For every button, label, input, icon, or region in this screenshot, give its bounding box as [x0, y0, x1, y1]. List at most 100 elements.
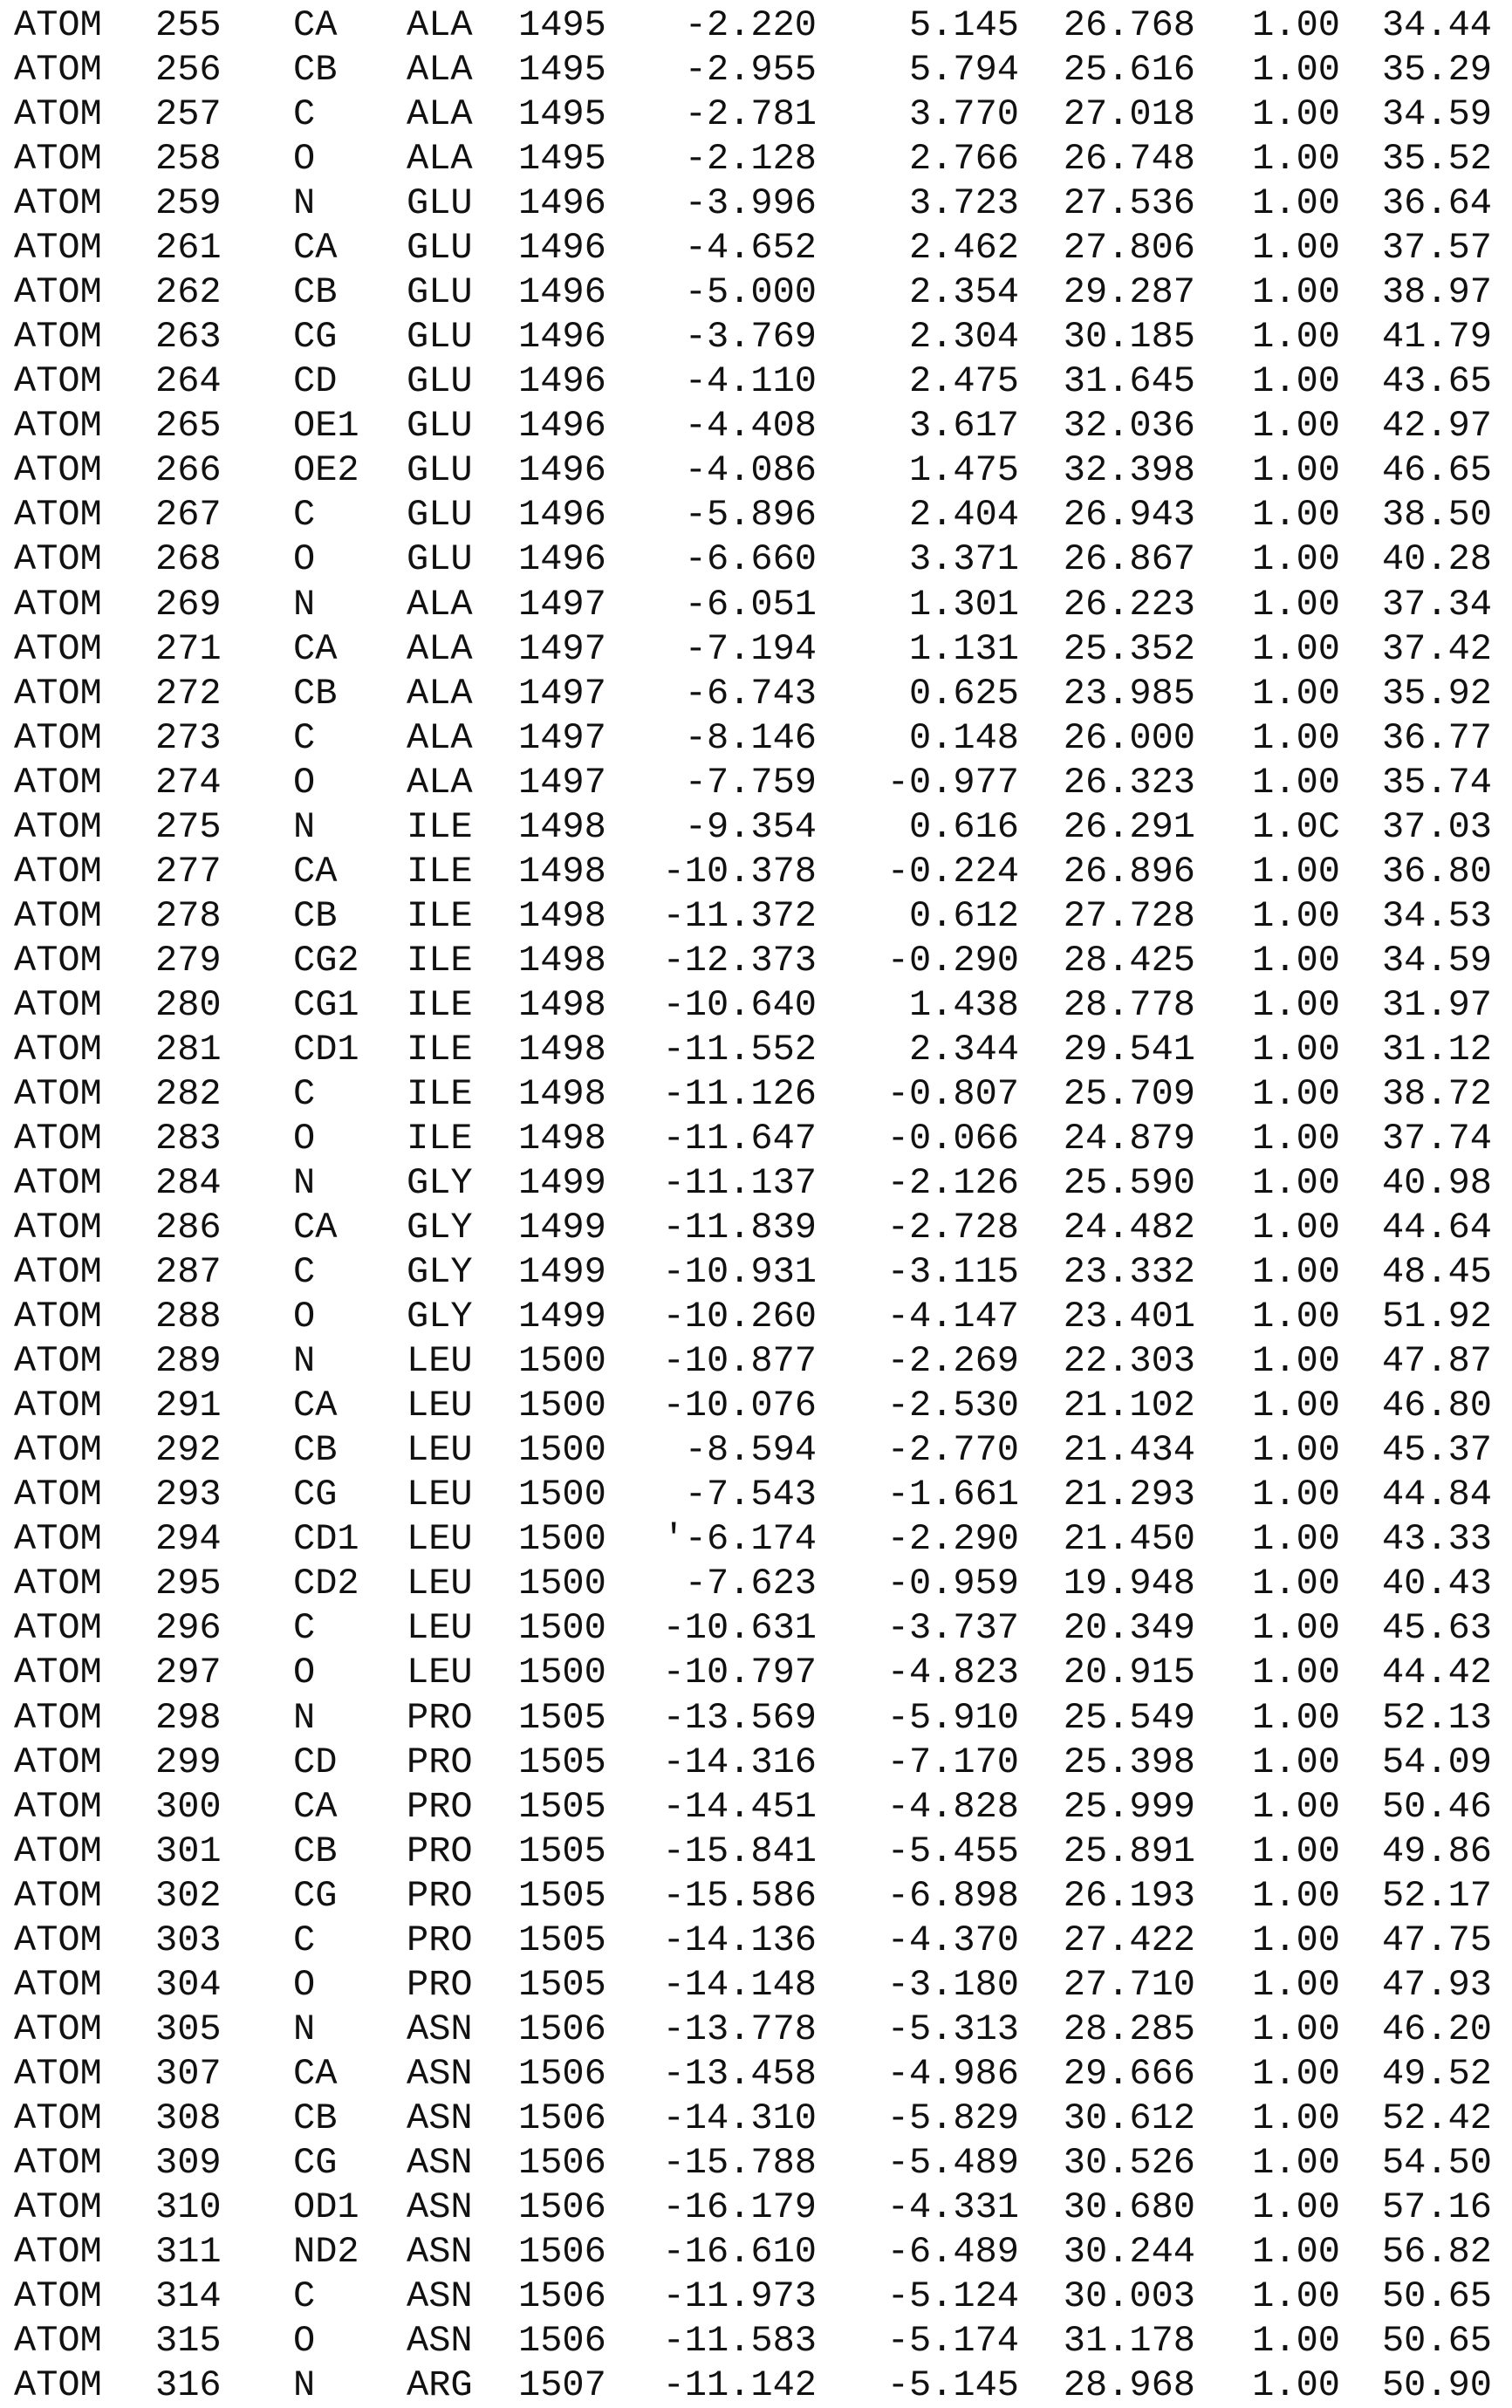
b-factor: 42.97 [1382, 404, 1492, 448]
residue-number: 1496 [518, 226, 606, 270]
residue-number: 1498 [518, 939, 606, 983]
atom-serial: 286 [155, 1206, 222, 1250]
b-factor: 47.93 [1382, 1963, 1492, 2008]
atom-row: ATOM314CASN1506-11.973-5.12430.0031.0050… [0, 2275, 1512, 2319]
y-coordinate: -5.910 [887, 1696, 1019, 1741]
occupancy: 1.00 [1252, 359, 1340, 404]
atom-row: ATOM256CBALA1495-2.9555.79425.6161.0035.… [0, 48, 1512, 92]
atom-name: CA [293, 1785, 337, 1830]
atom-serial: 284 [155, 1161, 222, 1206]
b-factor: 43.65 [1382, 359, 1492, 404]
atom-row: ATOM310OD1ASN1506-16.179-4.33130.6801.00… [0, 2186, 1512, 2230]
atom-row: ATOM265OE1GLU1496-4.4083.61732.0361.0042… [0, 404, 1512, 448]
atom-name: N [293, 805, 315, 850]
atom-row: ATOM297OLEU1500-10.797-4.82320.9151.0044… [0, 1651, 1512, 1695]
atom-name: CG1 [293, 983, 359, 1028]
occupancy: 1.00 [1252, 672, 1340, 716]
residue-number: 1495 [518, 48, 606, 92]
residue-name: ALA [407, 137, 473, 181]
x-coordinate: -2.220 [685, 3, 817, 48]
y-coordinate: -2.770 [887, 1428, 1019, 1473]
y-coordinate: 0.612 [909, 894, 1019, 939]
residue-name: GLY [407, 1161, 473, 1206]
occupancy: 1.00 [1252, 1473, 1340, 1517]
b-factor: 54.09 [1382, 1741, 1492, 1785]
y-coordinate: 2.304 [909, 315, 1019, 359]
b-factor: 35.52 [1382, 137, 1492, 181]
y-coordinate: -0.066 [887, 1117, 1019, 1161]
residue-number: 1505 [518, 1874, 606, 1919]
atom-name: N [293, 1161, 315, 1206]
x-coordinate: -8.594 [685, 1428, 817, 1473]
x-coordinate: -10.378 [663, 850, 817, 894]
atom-name: CA [293, 850, 337, 894]
z-coordinate: 28.778 [1064, 983, 1195, 1028]
z-coordinate: 21.102 [1064, 1384, 1195, 1428]
record-type: ATOM [14, 1161, 102, 1206]
residue-number: 1496 [518, 448, 606, 493]
atom-name: N [293, 1339, 315, 1384]
y-coordinate: -2.126 [887, 1161, 1019, 1206]
residue-name: ILE [407, 805, 473, 850]
y-coordinate: -0.959 [887, 1562, 1019, 1606]
atom-serial: 274 [155, 761, 222, 805]
atom-serial: 275 [155, 805, 222, 850]
record-type: ATOM [14, 2052, 102, 2097]
occupancy: 1.00 [1252, 1874, 1340, 1919]
occupancy: 1.00 [1252, 1651, 1340, 1695]
atom-row: ATOM302CGPRO1505-15.586-6.89826.1931.005… [0, 1874, 1512, 1919]
occupancy: 1.00 [1252, 1428, 1340, 1473]
atom-name: C [293, 1606, 315, 1651]
record-type: ATOM [14, 850, 102, 894]
atom-row: ATOM289NLEU1500-10.877-2.26922.3031.0047… [0, 1339, 1512, 1384]
atom-row: ATOM286CAGLY1499-11.839-2.72824.4821.004… [0, 1206, 1512, 1250]
residue-number: 1496 [518, 359, 606, 404]
residue-name: LEU [407, 1428, 473, 1473]
occupancy: 1.00 [1252, 2052, 1340, 2097]
x-coordinate: -4.110 [685, 359, 817, 404]
residue-number: 1498 [518, 894, 606, 939]
atom-serial: 305 [155, 2008, 222, 2052]
occupancy: 1.00 [1252, 583, 1340, 627]
b-factor: 35.92 [1382, 672, 1492, 716]
atom-serial: 307 [155, 2052, 222, 2097]
atom-name: O [293, 1963, 315, 2008]
occupancy: 1.00 [1252, 48, 1340, 92]
y-coordinate: 0.616 [909, 805, 1019, 850]
residue-name: ASN [407, 2186, 473, 2230]
residue-number: 1506 [518, 2008, 606, 2052]
residue-name: ILE [407, 1117, 473, 1161]
record-type: ATOM [14, 493, 102, 537]
b-factor: 40.98 [1382, 1161, 1492, 1206]
record-type: ATOM [14, 1830, 102, 1874]
residue-name: PRO [407, 1785, 473, 1830]
atom-serial: 298 [155, 1696, 222, 1741]
x-coordinate: -14.316 [663, 1741, 817, 1785]
atom-serial: 271 [155, 627, 222, 672]
x-coordinate: -10.931 [663, 1250, 817, 1295]
record-type: ATOM [14, 2319, 102, 2364]
residue-number: 1506 [518, 2275, 606, 2319]
z-coordinate: 26.323 [1064, 761, 1195, 805]
atom-serial: 289 [155, 1339, 222, 1384]
b-factor: 36.80 [1382, 850, 1492, 894]
residue-name: GLY [407, 1206, 473, 1250]
atom-serial: 315 [155, 2319, 222, 2364]
x-coordinate: -11.142 [663, 2364, 817, 2408]
atom-serial: 258 [155, 137, 222, 181]
b-factor: 41.79 [1382, 315, 1492, 359]
y-coordinate: -5.145 [887, 2364, 1019, 2408]
record-type: ATOM [14, 805, 102, 850]
atom-serial: 268 [155, 537, 222, 582]
residue-name: GLU [407, 315, 473, 359]
b-factor: 46.20 [1382, 2008, 1492, 2052]
z-coordinate: 28.968 [1064, 2364, 1195, 2408]
atom-serial: 304 [155, 1963, 222, 2008]
atom-row: ATOM275NILE1498-9.3540.61626.2911.0C37.0… [0, 805, 1512, 850]
occupancy: 1.00 [1252, 716, 1340, 761]
residue-name: LEU [407, 1473, 473, 1517]
atom-serial: 267 [155, 493, 222, 537]
y-coordinate: -2.728 [887, 1206, 1019, 1250]
b-factor: 54.50 [1382, 2141, 1492, 2186]
atom-row: ATOM316NARG1507-11.142-5.14528.9681.0050… [0, 2364, 1512, 2408]
